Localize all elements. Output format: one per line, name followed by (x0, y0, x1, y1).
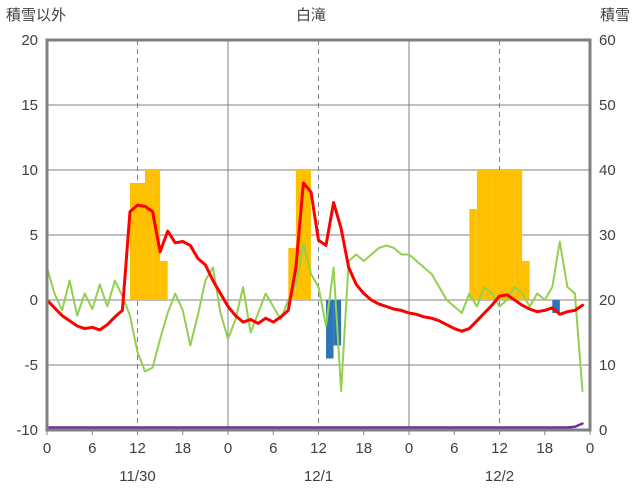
orange-bars-bar (507, 170, 515, 300)
y-left-tick-label: 10 (21, 162, 38, 179)
orange-bars-bar (130, 183, 138, 300)
y-left-tick-label: 15 (21, 97, 38, 114)
orange-bars-bar (514, 170, 523, 300)
x-tick-label: 18 (174, 440, 191, 457)
orange-bars-bar (469, 209, 477, 300)
chart-title: 白滝 (296, 7, 327, 24)
x-tick-label: 18 (355, 440, 372, 457)
y-right-tick-label: 40 (599, 162, 616, 179)
orange-bars-bar (476, 170, 485, 300)
purple-line (45, 422, 584, 429)
y-right-tick-label: 30 (599, 227, 616, 244)
y-left-tick-label: -5 (25, 357, 38, 374)
x-tick-label: 0 (405, 440, 413, 457)
blue-bars-bar (326, 300, 334, 359)
date-label: 12/2 (485, 468, 514, 485)
y-right-tick-label: 10 (599, 357, 616, 374)
orange-bars-bar (484, 170, 492, 300)
orange-bars-bar (303, 170, 311, 300)
x-axis-ticks: 0 6 12 18 0 6 12 18 0 6 12 18 0 (43, 430, 594, 457)
x-tick-label: 12 (310, 440, 327, 457)
orange-bars-bar (499, 170, 508, 300)
y-right-tick-label: 60 (599, 32, 616, 49)
y-right-tick-label: 20 (599, 292, 616, 309)
x-tick-label: 0 (586, 440, 594, 457)
x-date-labels: 11/30 12/1 12/2 (119, 468, 514, 485)
x-tick-label: 18 (536, 440, 553, 457)
orange-bars-bar (137, 183, 146, 300)
x-tick-label: 0 (43, 440, 51, 457)
blue-bars-bar (552, 300, 560, 313)
red-line (45, 181, 584, 333)
x-tick-label: 12 (491, 440, 508, 457)
y-left-tick-label: 20 (21, 32, 38, 49)
x-tick-label: 6 (88, 440, 96, 457)
green-line (46, 240, 584, 392)
x-tick-label: 6 (450, 440, 458, 457)
y-right-tick-labels: 60 50 40 30 20 10 0 (599, 32, 616, 439)
x-tick-label: 6 (269, 440, 277, 457)
x-tick-label: 12 (129, 440, 146, 457)
y-right-tick-label: 0 (599, 422, 607, 439)
orange-bars-bar (288, 248, 296, 300)
y-left-tick-labels: 20 15 10 5 0 -5 -10 (16, 32, 38, 439)
date-label: 12/1 (304, 468, 333, 485)
orange-bars-bar (522, 261, 530, 300)
orange-bars-bar (492, 170, 500, 300)
y-left-tick-label: 5 (30, 227, 38, 244)
y-left-tick-label: -10 (16, 422, 38, 439)
x-tick-label: 0 (224, 440, 232, 457)
orange-bars-bar (145, 170, 153, 300)
right-axis-title: 積雪 (599, 7, 630, 24)
left-axis-title: 積雪以外 (6, 7, 67, 24)
orange-bars-bar (160, 261, 168, 300)
y-right-tick-label: 50 (599, 97, 616, 114)
y-left-tick-label: 0 (30, 292, 38, 309)
date-label: 11/30 (119, 468, 155, 485)
